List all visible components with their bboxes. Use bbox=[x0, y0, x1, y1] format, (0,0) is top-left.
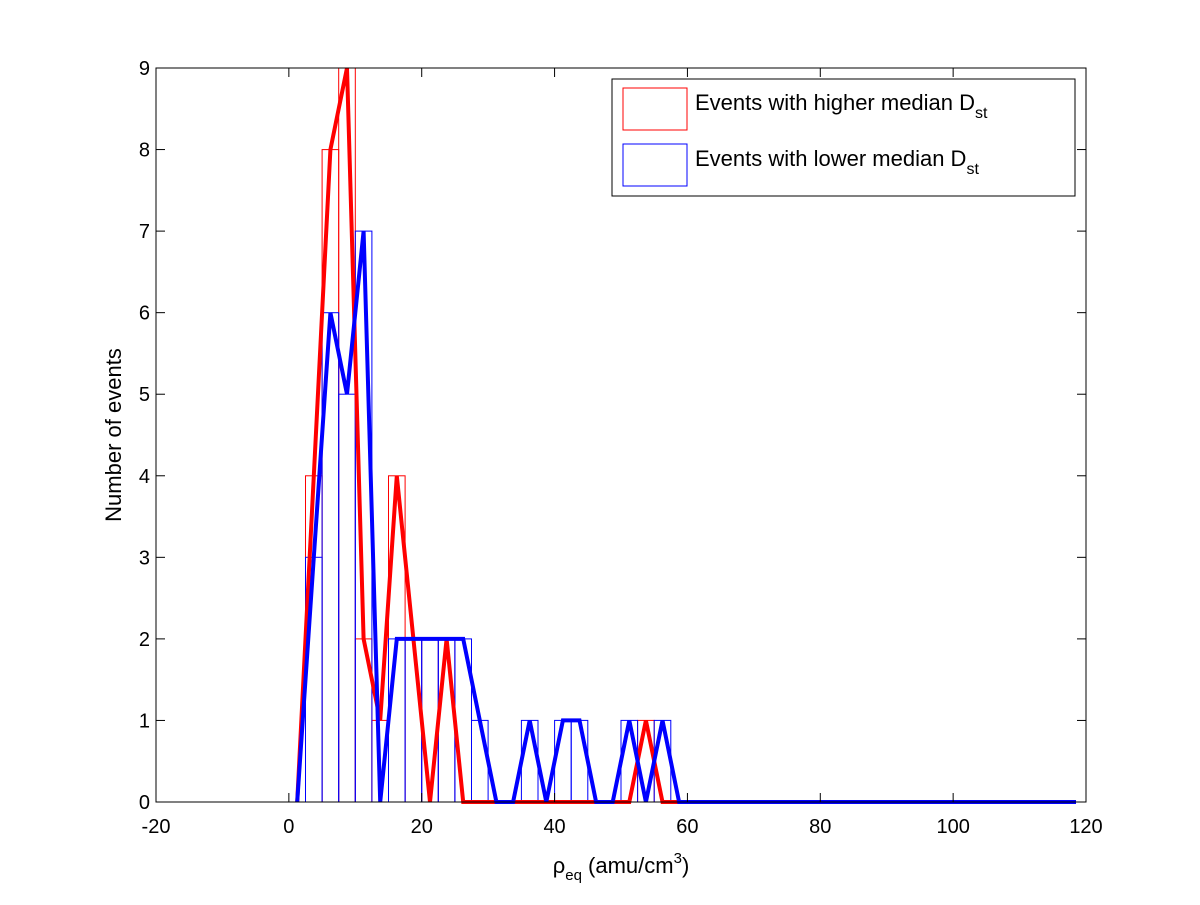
y-tick-label: 3 bbox=[139, 547, 150, 569]
x-tick-label: -20 bbox=[142, 816, 171, 838]
legend-label-higher: Events with higher median Dst bbox=[695, 90, 988, 122]
y-tick-label: 6 bbox=[139, 303, 150, 325]
legend: Events with higher median Dst Events wit… bbox=[611, 78, 1076, 197]
legend-box bbox=[611, 78, 1076, 197]
x-tick-label: 0 bbox=[283, 816, 294, 838]
x-tick-label: 40 bbox=[543, 816, 565, 838]
x-tick-label: 80 bbox=[809, 816, 831, 838]
y-tick-label: 9 bbox=[139, 58, 150, 80]
x-axis-label: ρeq (amu/cm3) bbox=[553, 850, 690, 884]
legend-swatch-lower bbox=[622, 143, 688, 187]
y-tick-label: 7 bbox=[139, 221, 150, 243]
y-tick-label: 8 bbox=[139, 140, 150, 162]
y-tick-label: 5 bbox=[139, 384, 150, 406]
y-tick-label: 2 bbox=[139, 629, 150, 651]
x-tick-label: 20 bbox=[411, 816, 433, 838]
x-tick-label: 100 bbox=[936, 816, 969, 838]
y-axis-label: Number of events bbox=[101, 348, 126, 522]
legend-swatch-higher bbox=[622, 87, 688, 131]
x-tick-label: 120 bbox=[1069, 816, 1102, 838]
plot-frame bbox=[155, 67, 1087, 803]
x-tick-label: 60 bbox=[676, 816, 698, 838]
legend-label-lower: Events with lower median Dst bbox=[695, 146, 979, 178]
y-tick-label: 4 bbox=[139, 466, 150, 488]
y-tick-label: 1 bbox=[139, 710, 150, 732]
y-tick-label: 0 bbox=[139, 792, 150, 814]
